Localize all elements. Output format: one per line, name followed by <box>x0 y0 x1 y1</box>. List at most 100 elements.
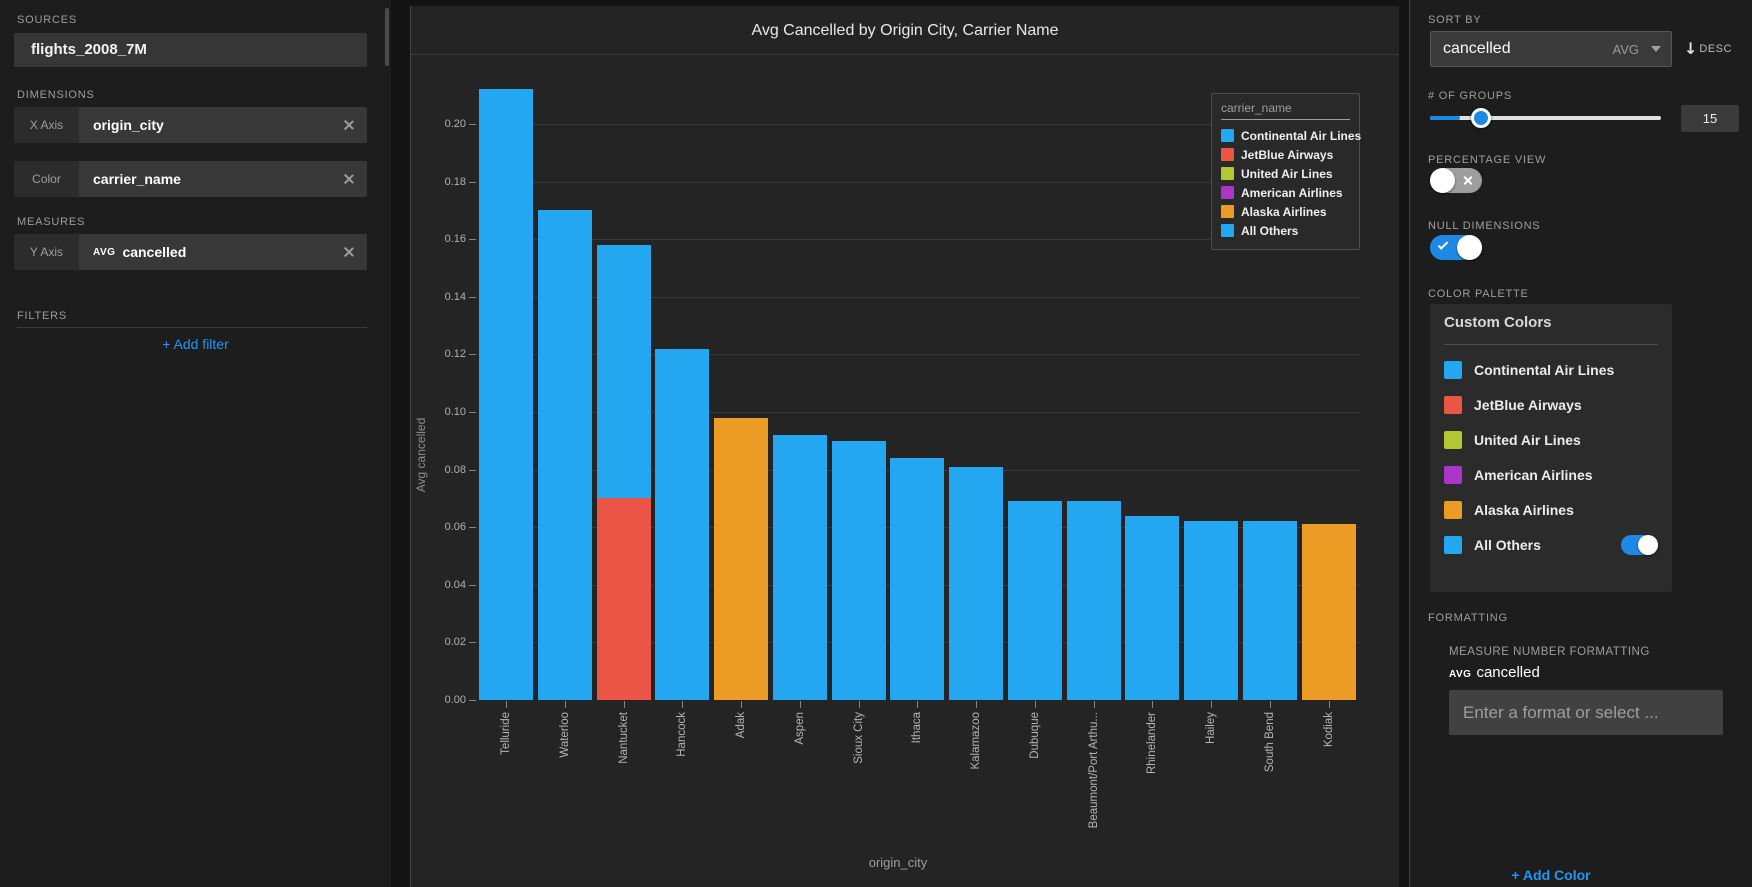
remove-y-axis-icon[interactable] <box>343 246 355 258</box>
legend-swatch <box>1221 224 1234 237</box>
legend-item[interactable]: All Others <box>1221 221 1350 240</box>
x-axis-title: origin_city <box>868 855 928 870</box>
bar-segment[interactable] <box>479 89 533 700</box>
legend-item[interactable]: Continental Air Lines <box>1221 126 1361 145</box>
add-color-button[interactable]: + Add Color <box>1511 867 1591 883</box>
palette-rows: Continental Air Lines JetBlue Airways Unit… <box>1430 352 1672 562</box>
palette-divider <box>1444 344 1658 345</box>
bar-segment[interactable] <box>1242 521 1297 700</box>
check-icon <box>1437 239 1449 250</box>
palette-label: Continental Air Lines <box>1474 361 1615 378</box>
y-axis-tag: Y Axis <box>14 234 79 270</box>
sort-direction-label: DESC <box>1699 43 1732 55</box>
formatting-section-label: FORMATTING <box>1428 612 1508 624</box>
percentage-view-toggle[interactable] <box>1430 168 1482 193</box>
legend-label: Continental Air Lines <box>1241 128 1362 143</box>
legend-swatch <box>1221 167 1234 180</box>
legend-item[interactable]: Alaska Airlines <box>1221 202 1350 221</box>
color-palette-panel: Custom Colors Continental Air Lines JetBl… <box>1430 304 1672 883</box>
bar-segment[interactable] <box>831 440 886 700</box>
palette-label: JetBlue Airways <box>1474 396 1582 413</box>
toggle-thumb <box>1430 168 1455 193</box>
bar-segment[interactable] <box>1066 501 1121 700</box>
source-selector[interactable]: flights_2008_7M <box>14 33 367 67</box>
palette-label: United Air Lines <box>1474 431 1581 448</box>
measure-agg: AVG <box>1449 669 1472 680</box>
bar-segment[interactable] <box>596 244 651 499</box>
measure-name: cancelled <box>1476 664 1540 681</box>
format-input[interactable] <box>1449 690 1723 735</box>
legend-item[interactable]: JetBlue Airways <box>1221 145 1350 164</box>
chevron-down-icon <box>1651 46 1661 52</box>
bar-segment[interactable] <box>890 458 945 700</box>
sort-by-label: SORT BY <box>1428 14 1482 26</box>
palette-swatch[interactable] <box>1444 395 1462 414</box>
bar-segment[interactable] <box>1125 515 1180 700</box>
settings-sidebar: SORT BY cancelled AVG ↓ DESC # OF GROUPS… <box>1409 0 1752 887</box>
palette-swatch[interactable] <box>1444 465 1462 484</box>
color-dimension-row[interactable]: Color carrier_name <box>14 161 367 197</box>
palette-swatch[interactable] <box>1444 360 1462 379</box>
measure-number-formatting-label: MEASURE NUMBER FORMATTING <box>1449 646 1650 658</box>
legend-items: Continental Air Lines JetBlue Airways Unit… <box>1221 126 1361 240</box>
palette-title: Custom Colors <box>1444 314 1552 331</box>
remove-x-axis-icon[interactable] <box>343 119 355 131</box>
bar-segment[interactable] <box>596 498 651 700</box>
bar-segment[interactable] <box>949 466 1003 700</box>
palette-swatch[interactable] <box>1444 430 1462 449</box>
y-axis-title: Avg cancelled <box>414 417 428 493</box>
palette-row: Continental Air Lines <box>1430 352 1672 387</box>
x-axis-dimension-row[interactable]: X Axis origin_city <box>14 107 367 143</box>
legend-label: JetBlue Airways <box>1241 147 1334 162</box>
bar-segment[interactable] <box>714 417 768 700</box>
palette-swatch[interactable] <box>1444 535 1462 554</box>
legend-label: American Airlines <box>1241 185 1343 200</box>
bar-segment[interactable] <box>772 435 827 700</box>
legend-item[interactable]: United Air Lines <box>1221 164 1350 183</box>
remove-color-icon[interactable] <box>343 173 355 185</box>
palette-row: American Airlines <box>1430 457 1672 492</box>
bar-segment[interactable] <box>1184 521 1238 700</box>
legend-header: carrier_name <box>1221 101 1350 120</box>
y-axis-measure-row[interactable]: Y Axis AVG cancelled <box>14 234 367 270</box>
palette-swatch[interactable] <box>1444 500 1462 519</box>
legend-swatch <box>1221 205 1234 218</box>
bar-segment[interactable] <box>1007 501 1062 700</box>
bar-segment[interactable] <box>655 348 710 700</box>
sort-field-dropdown[interactable]: cancelled AVG <box>1430 31 1672 67</box>
palette-label: Alaska Airlines <box>1474 501 1574 518</box>
groups-slider[interactable] <box>1430 108 1661 128</box>
cross-icon <box>1462 175 1473 186</box>
x-axis-value: origin_city <box>93 117 164 133</box>
sort-direction-button[interactable]: ↓ DESC <box>1684 40 1732 58</box>
palette-label: American Airlines <box>1474 466 1593 483</box>
add-filter-button[interactable]: + Add filter <box>162 336 229 352</box>
bar-segment[interactable] <box>537 210 592 700</box>
legend-swatch <box>1221 186 1234 199</box>
null-dimensions-label: NULL DIMENSIONS <box>1428 220 1541 232</box>
sources-section-label: SOURCES <box>17 14 77 26</box>
filters-divider <box>17 327 367 328</box>
palette-row: Alaska Airlines <box>1430 492 1672 527</box>
groups-label: # OF GROUPS <box>1428 90 1512 102</box>
config-sidebar: SOURCES flights_2008_7M DIMENSIONS X Axi… <box>0 0 391 887</box>
all-others-toggle[interactable] <box>1621 534 1658 555</box>
slider-handle[interactable] <box>1471 108 1491 128</box>
legend-label: All Others <box>1241 223 1299 238</box>
x-axis-tag: X Axis <box>14 107 79 143</box>
bar-segment[interactable] <box>1301 524 1356 700</box>
color-tag: Color <box>14 161 79 197</box>
null-dimensions-toggle[interactable] <box>1430 235 1482 260</box>
legend-item[interactable]: American Airlines <box>1221 183 1350 202</box>
palette-row: JetBlue Airways <box>1430 387 1672 422</box>
sidebar-scrollbar[interactable] <box>385 8 389 66</box>
legend-swatch <box>1221 148 1234 161</box>
legend-swatch <box>1221 129 1234 142</box>
percentage-view-label: PERCENTAGE VIEW <box>1428 154 1547 166</box>
sort-agg-value: AVG <box>1612 41 1640 57</box>
color-value: carrier_name <box>93 171 181 187</box>
filters-section-label: FILTERS <box>17 310 68 322</box>
slider-fill <box>1430 116 1460 120</box>
legend-label: Alaska Airlines <box>1241 204 1327 219</box>
legend-label: United Air Lines <box>1241 166 1333 181</box>
